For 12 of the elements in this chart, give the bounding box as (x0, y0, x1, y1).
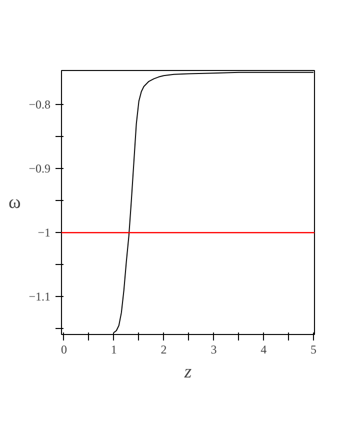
x-tick-label: 1 (110, 342, 117, 356)
y-tick-label: −0.8 (28, 97, 51, 112)
x-tick-label: 3 (210, 342, 217, 356)
y-axis-title: ω (8, 192, 21, 213)
x-tick-label: 2 (160, 342, 167, 356)
x-tick-label: 5 (310, 342, 316, 356)
x-axis-title: z (183, 362, 192, 382)
x-tick-label: 4 (260, 342, 267, 356)
y-tick-label: −1 (38, 226, 51, 240)
x-tick-label: 0 (60, 342, 67, 356)
y-tick-label: −0.9 (28, 162, 51, 176)
y-tick-label: −1.1 (28, 290, 51, 304)
